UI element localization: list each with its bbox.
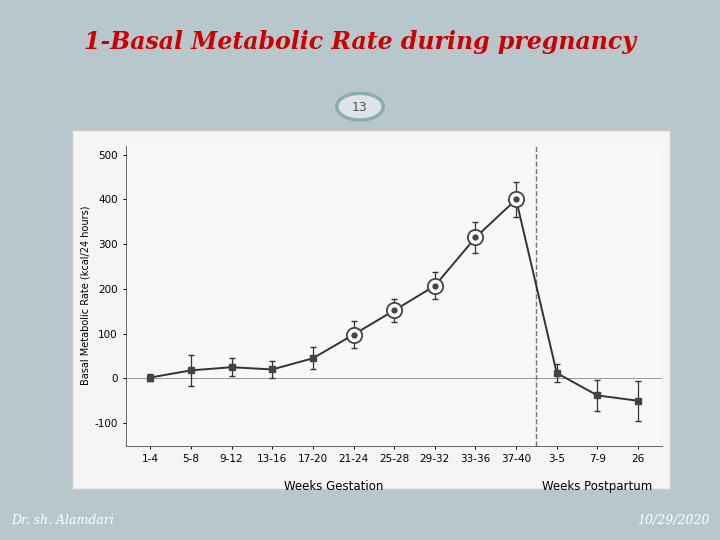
Text: Dr. sh. Alamdari: Dr. sh. Alamdari xyxy=(11,514,114,527)
Text: Weeks Postpartum: Weeks Postpartum xyxy=(542,480,652,493)
Text: Weeks Gestation: Weeks Gestation xyxy=(284,480,383,493)
Y-axis label: Basal Metabolic Rate (kcal/24 hours): Basal Metabolic Rate (kcal/24 hours) xyxy=(80,206,90,386)
Text: 1-Basal Metabolic Rate during pregnancy: 1-Basal Metabolic Rate during pregnancy xyxy=(84,30,636,54)
Ellipse shape xyxy=(337,93,383,120)
Text: 10/29/2020: 10/29/2020 xyxy=(636,514,709,527)
Text: 13: 13 xyxy=(352,101,368,114)
